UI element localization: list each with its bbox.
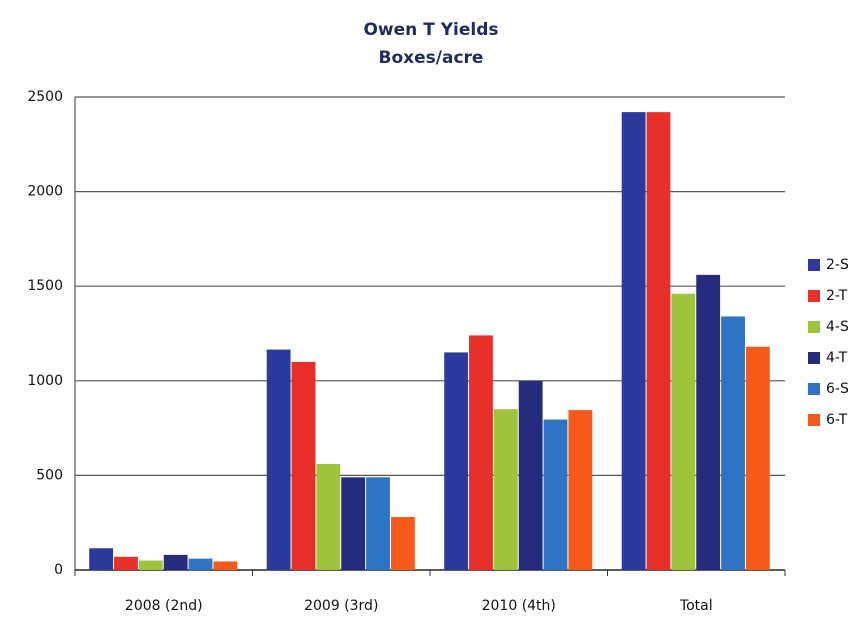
legend-label: 2-S bbox=[826, 257, 849, 273]
x-tick-label: Total bbox=[679, 598, 713, 614]
bar bbox=[188, 558, 213, 570]
legend-label: 2-T bbox=[826, 288, 848, 304]
legend-label: 6-T bbox=[826, 412, 848, 428]
y-tick-label: 500 bbox=[36, 467, 63, 483]
legend-swatch bbox=[808, 414, 820, 426]
bar bbox=[390, 517, 415, 570]
bar bbox=[213, 561, 238, 570]
bar bbox=[696, 274, 721, 570]
bar bbox=[469, 335, 493, 570]
y-tick-label: 1000 bbox=[27, 373, 63, 389]
bar bbox=[671, 293, 696, 570]
y-tick-label: 1500 bbox=[27, 278, 63, 294]
legend-label: 4-S bbox=[826, 319, 849, 335]
bar bbox=[366, 477, 390, 570]
bar bbox=[493, 409, 518, 570]
bar bbox=[163, 554, 188, 570]
legend-swatch bbox=[808, 352, 820, 364]
y-tick-label: 2000 bbox=[27, 184, 63, 200]
legend-label: 4-T bbox=[826, 350, 848, 366]
bar bbox=[543, 419, 568, 570]
x-tick-label: 2009 (3rd) bbox=[304, 598, 378, 614]
chart-subtitle: Boxes/acre bbox=[379, 48, 484, 68]
bar bbox=[568, 410, 593, 570]
bar bbox=[114, 556, 138, 570]
bar bbox=[721, 316, 745, 570]
bar bbox=[341, 477, 366, 570]
bar bbox=[444, 352, 469, 570]
x-tick-label: 2008 (2nd) bbox=[125, 598, 203, 614]
chart-title: Owen T Yields bbox=[363, 20, 498, 40]
bar bbox=[518, 380, 543, 570]
bar bbox=[89, 548, 114, 570]
y-tick-label: 0 bbox=[54, 562, 63, 578]
bar bbox=[266, 349, 291, 570]
legend-swatch bbox=[808, 290, 820, 302]
bar bbox=[138, 560, 163, 570]
bar bbox=[745, 346, 770, 570]
bar bbox=[646, 112, 671, 571]
legend-swatch bbox=[808, 383, 820, 395]
legend-swatch bbox=[808, 321, 820, 333]
bar bbox=[621, 112, 646, 571]
bar bbox=[291, 361, 316, 570]
legend-label: 6-S bbox=[826, 381, 849, 397]
x-tick-label: 2010 (4th) bbox=[482, 598, 556, 614]
bar bbox=[316, 464, 341, 570]
legend-swatch bbox=[808, 259, 820, 271]
y-tick-label: 2500 bbox=[27, 89, 63, 105]
